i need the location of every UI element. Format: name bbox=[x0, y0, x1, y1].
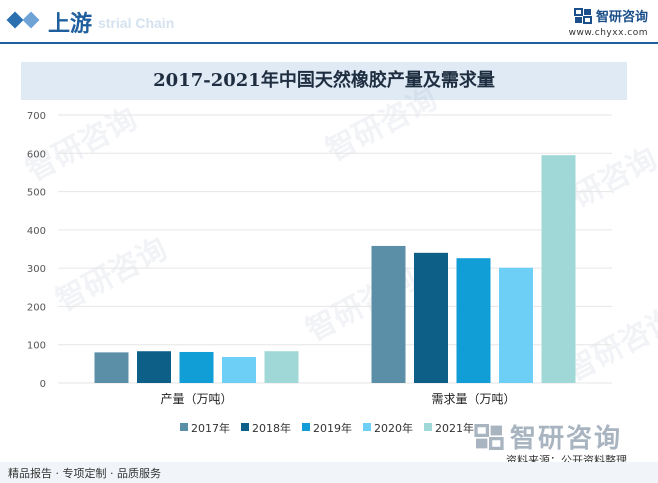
bar bbox=[456, 258, 491, 383]
brand-watermark: 智研咨询 bbox=[474, 418, 622, 455]
section-title: 上游 bbox=[48, 11, 93, 37]
x-category-label: 需求量（万吨） bbox=[431, 392, 515, 406]
bar bbox=[264, 351, 299, 383]
legend-swatch bbox=[180, 423, 188, 431]
footer-text: 精品报告 · 专项定制 · 品质服务 bbox=[8, 467, 161, 480]
bar bbox=[179, 351, 214, 383]
chart-title: 2017-2021年中国天然橡胶产量及需求量 bbox=[153, 70, 495, 91]
bar bbox=[414, 252, 448, 383]
legend-swatch bbox=[302, 423, 310, 431]
legend-swatch bbox=[424, 423, 432, 431]
legend-swatch bbox=[241, 423, 249, 431]
brand-logo-icon bbox=[474, 423, 504, 450]
brand-logo-icon bbox=[573, 7, 592, 24]
legend-label: 2017年 bbox=[191, 421, 230, 435]
legend-label: 2018年 bbox=[252, 421, 291, 435]
chart-title-banner: 2017-2021年中国天然橡胶产量及需求量 bbox=[21, 62, 627, 100]
bar bbox=[222, 356, 256, 383]
y-tick-label: 0 bbox=[40, 379, 46, 390]
y-tick-label: 400 bbox=[27, 226, 46, 237]
page-footer: 精品报告 · 专项定制 · 品质服务 bbox=[0, 462, 658, 483]
y-tick-label: 600 bbox=[27, 149, 46, 160]
brand-url: www.chyxx.com bbox=[568, 28, 648, 38]
header-divider bbox=[0, 42, 658, 44]
legend-label: 2019年 bbox=[313, 421, 352, 435]
section-subtitle: strial Chain bbox=[98, 15, 175, 31]
bar bbox=[499, 267, 533, 383]
y-tick-label: 300 bbox=[27, 264, 46, 275]
y-tick-label: 100 bbox=[27, 341, 46, 352]
bar bbox=[371, 245, 406, 383]
bar bbox=[94, 352, 129, 383]
y-tick-label: 700 bbox=[27, 111, 46, 122]
legend-swatch bbox=[363, 423, 371, 431]
legend-label: 2020年 bbox=[374, 421, 413, 435]
brand-block: 智研咨询 www.chyxx.com bbox=[569, 6, 648, 38]
x-category-label: 产量（万吨） bbox=[160, 392, 232, 406]
brand-name: 智研咨询 bbox=[595, 10, 648, 25]
brand-watermark-name: 智研咨询 bbox=[510, 424, 623, 454]
legend-label: 2021年 bbox=[435, 421, 474, 435]
y-tick-label: 200 bbox=[27, 302, 46, 313]
bar bbox=[541, 155, 576, 383]
bar bbox=[137, 351, 171, 383]
page-header: strial Chain 上游 智研咨询 www.chyxx.com bbox=[0, 0, 658, 48]
y-tick-label: 500 bbox=[27, 188, 46, 199]
